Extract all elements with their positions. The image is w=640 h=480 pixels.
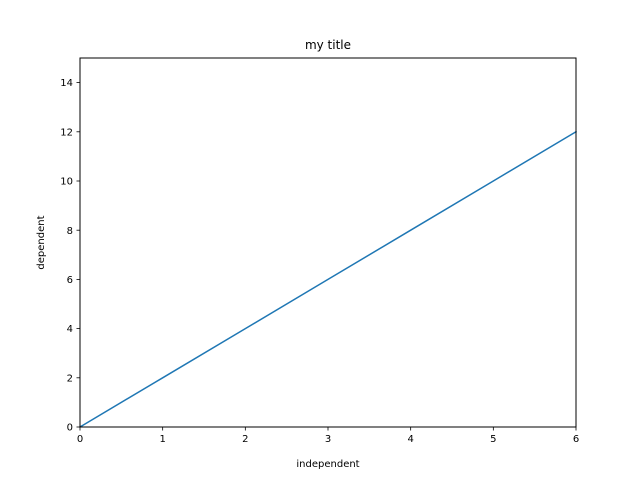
x-tick-label: 0: [77, 434, 83, 445]
plot-area-background: [80, 58, 576, 427]
y-axis-label: dependent: [36, 215, 47, 269]
y-axis-ticks: 0 2 4 6 8 10 12 14: [60, 78, 80, 434]
chart-title: my title: [305, 38, 351, 52]
x-tick-label: 2: [242, 434, 248, 445]
y-tick-label: 6: [67, 275, 73, 286]
x-axis-ticks: 0 1 2 3 4 5 6: [77, 427, 579, 445]
x-tick-label: 4: [407, 434, 413, 445]
x-tick-label: 3: [325, 434, 331, 445]
x-axis-label: independent: [296, 459, 359, 470]
x-tick-label: 6: [573, 434, 579, 445]
x-tick-label: 1: [159, 434, 165, 445]
series-layer: [78, 130, 578, 429]
y-tick-label: 8: [67, 226, 73, 237]
y-tick-label: 2: [67, 373, 73, 384]
x-tick-label: 5: [490, 434, 496, 445]
y-tick-label: 12: [60, 127, 73, 138]
y-tick-label: 0: [67, 423, 73, 434]
y-tick-label: 4: [67, 324, 73, 335]
series-line: [78, 130, 578, 429]
y-tick-label: 10: [60, 177, 73, 188]
y-tick-label: 14: [60, 78, 73, 89]
